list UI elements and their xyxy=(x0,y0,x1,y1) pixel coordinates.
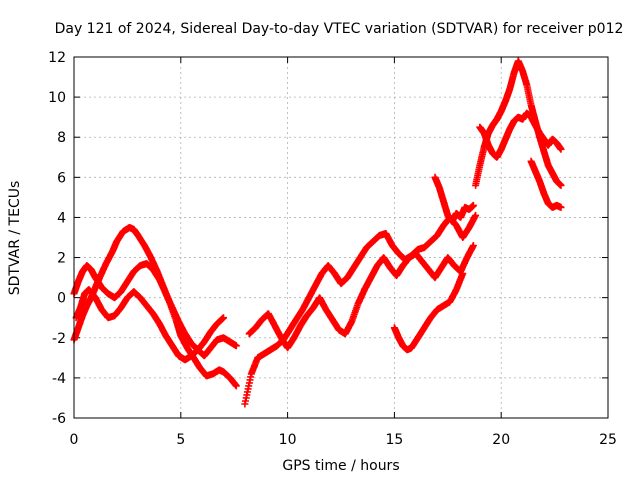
x-tick-label: 10 xyxy=(279,432,297,448)
x-tick-labels: 0 5 10 15 20 25 xyxy=(70,432,617,448)
plot-frame xyxy=(73,56,609,419)
y-tick-label: -4 xyxy=(52,371,66,387)
x-tick-label: 5 xyxy=(176,432,185,448)
data-point-marks xyxy=(527,157,565,211)
series-track-i xyxy=(476,109,565,161)
series-track-g xyxy=(431,173,477,225)
x-axis-label: GPS time / hours xyxy=(282,458,399,474)
data-point-marks xyxy=(472,57,565,189)
y-tick-label: 8 xyxy=(57,130,66,146)
y-tick-label: 6 xyxy=(57,170,66,186)
data-point-marks xyxy=(72,286,227,364)
series-track-h xyxy=(472,57,565,189)
data-point-marks xyxy=(390,270,467,354)
series-track-b xyxy=(70,260,240,360)
series-track-e xyxy=(245,242,477,352)
chart-title: Day 121 of 2024, Sidereal Day-to-day VTE… xyxy=(55,21,624,37)
series-track-a xyxy=(70,224,240,390)
x-tick-label: 0 xyxy=(70,432,79,448)
data-points xyxy=(70,57,565,408)
y-tick-label: 10 xyxy=(48,90,66,106)
x-tick-label: 25 xyxy=(599,432,617,448)
grid xyxy=(74,57,608,418)
y-tick-labels: -6 -4 -2 0 2 4 6 8 10 12 xyxy=(48,50,66,427)
x-tick-label: 15 xyxy=(385,432,403,448)
series-track-f xyxy=(390,270,467,354)
series-track-c xyxy=(72,286,227,364)
y-tick-label: 4 xyxy=(57,210,66,226)
data-point-marks xyxy=(476,109,565,161)
data-point-marks xyxy=(70,224,240,390)
y-tick-label: -6 xyxy=(52,411,66,427)
y-tick-label: 12 xyxy=(48,50,66,66)
data-point-marks xyxy=(431,173,477,225)
x-tick-label: 20 xyxy=(492,432,510,448)
data-point-marks xyxy=(70,260,240,360)
y-tick-label: 0 xyxy=(57,291,66,307)
y-tick-label: -2 xyxy=(52,331,66,347)
series-track-j xyxy=(527,157,565,211)
y-axis-label: SDTVAR / TECUs xyxy=(7,181,23,296)
data-point-marks xyxy=(245,242,477,352)
y-tick-label: 2 xyxy=(57,251,66,267)
